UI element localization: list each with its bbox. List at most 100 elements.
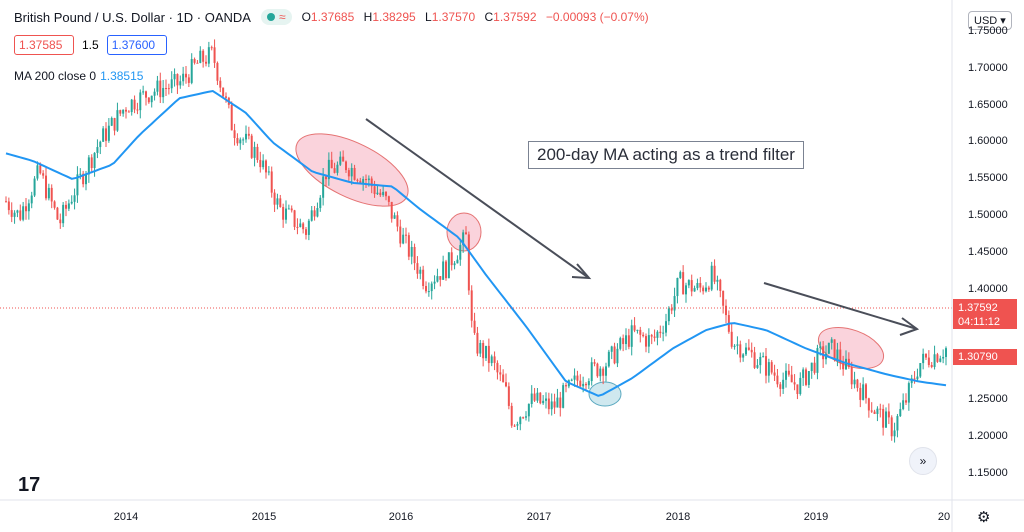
candle-down bbox=[196, 62, 199, 64]
candle-up bbox=[419, 269, 422, 274]
candle-down bbox=[407, 235, 410, 257]
candle-down bbox=[790, 374, 793, 383]
candle-down bbox=[585, 383, 587, 386]
candle-up bbox=[542, 400, 545, 404]
candle-down bbox=[353, 167, 356, 180]
candlesticks bbox=[5, 39, 947, 443]
time-tick-label: 2014 bbox=[113, 511, 139, 523]
time-tick-label: 2018 bbox=[665, 511, 691, 523]
candle-down bbox=[213, 47, 216, 63]
candle-down bbox=[90, 157, 93, 169]
ma-legend[interactable]: MA 200 close 0 1.38515 bbox=[14, 69, 143, 83]
candle-down bbox=[913, 378, 916, 380]
candle-down bbox=[750, 349, 753, 353]
candle-up bbox=[656, 331, 659, 338]
candle-down bbox=[305, 229, 307, 235]
candle-down bbox=[290, 208, 293, 211]
candle-down bbox=[370, 178, 373, 187]
candle-up bbox=[685, 285, 687, 295]
candle-down bbox=[513, 425, 516, 427]
candle-down bbox=[739, 344, 742, 358]
buy-button[interactable]: 1.37600 bbox=[106, 35, 167, 55]
candle-up bbox=[27, 203, 30, 212]
trade-panel: 1.37585 1.5 1.37600 bbox=[14, 35, 167, 55]
candle-up bbox=[336, 164, 339, 173]
candle-down bbox=[19, 210, 22, 220]
candle-down bbox=[413, 246, 416, 264]
price-tick-label: 1.55000 bbox=[968, 172, 1008, 185]
candle-up bbox=[545, 398, 547, 401]
candle-down bbox=[416, 263, 419, 274]
candle-up bbox=[785, 370, 787, 380]
candle-up bbox=[142, 91, 145, 93]
market-status[interactable]: ≈ bbox=[260, 9, 292, 25]
candle-up bbox=[30, 195, 33, 204]
candle-up bbox=[896, 416, 899, 431]
candle-down bbox=[133, 99, 136, 110]
candle-down bbox=[867, 398, 870, 411]
candle-up bbox=[942, 356, 945, 359]
candle-down bbox=[422, 269, 425, 287]
annotation-label[interactable]: 200-day MA acting as a trend filter bbox=[528, 141, 804, 169]
candle-down bbox=[230, 104, 233, 131]
candle-down bbox=[633, 325, 636, 331]
candle-up bbox=[485, 345, 487, 359]
candle-up bbox=[916, 376, 919, 380]
scroll-right-button[interactable]: » bbox=[909, 447, 937, 475]
candle-down bbox=[482, 342, 485, 359]
candle-down bbox=[159, 80, 162, 98]
candle-up bbox=[367, 178, 370, 181]
candle-down bbox=[467, 234, 470, 291]
candle-down bbox=[185, 73, 187, 78]
candle-up bbox=[799, 377, 802, 394]
candle-up bbox=[376, 192, 379, 195]
price-tick-label: 1.45000 bbox=[968, 245, 1008, 258]
candle-down bbox=[642, 334, 645, 337]
candle-up bbox=[76, 174, 79, 196]
candle-up bbox=[310, 210, 313, 221]
candle-up bbox=[339, 156, 342, 165]
candle-up bbox=[87, 157, 90, 175]
candle-up bbox=[13, 212, 16, 217]
candle-down bbox=[113, 118, 116, 131]
symbol-title[interactable]: British Pound / U.S. Dollar · 1D · OANDA bbox=[14, 9, 251, 25]
sell-button[interactable]: 1.37585 bbox=[14, 35, 74, 55]
candle-up bbox=[756, 365, 759, 368]
candle-down bbox=[793, 382, 796, 385]
candle-up bbox=[287, 208, 290, 210]
candle-up bbox=[299, 223, 302, 228]
candle-down bbox=[345, 161, 347, 171]
candle-up bbox=[462, 232, 465, 246]
ma-price-tag: 1.30790 bbox=[953, 349, 1017, 365]
candle-down bbox=[293, 210, 296, 227]
currency-dropdown[interactable]: USD ▾ bbox=[968, 11, 1012, 30]
candle-down bbox=[579, 380, 582, 387]
candle-down bbox=[50, 187, 53, 202]
candle-down bbox=[365, 179, 367, 181]
candle-down bbox=[282, 206, 285, 220]
candle-down bbox=[510, 405, 513, 426]
candle-down bbox=[565, 385, 567, 387]
candle-up bbox=[276, 198, 279, 205]
candle-down bbox=[539, 392, 542, 404]
candle-down bbox=[205, 61, 207, 64]
candle-down bbox=[613, 346, 616, 364]
candle-down bbox=[776, 375, 779, 385]
candle-up bbox=[245, 133, 247, 140]
candle-down bbox=[470, 290, 473, 321]
candle-down bbox=[53, 201, 56, 208]
candle-up bbox=[70, 201, 73, 204]
tradingview-logo[interactable]: 17 bbox=[18, 474, 41, 496]
candle-up bbox=[319, 197, 322, 209]
candle-up bbox=[759, 356, 762, 366]
candle-up bbox=[610, 346, 613, 352]
settings-icon[interactable]: ⚙ bbox=[977, 509, 991, 526]
candle-down bbox=[145, 91, 147, 98]
candle-up bbox=[705, 287, 707, 292]
candle-down bbox=[873, 411, 876, 414]
candle-up bbox=[582, 383, 585, 387]
candle-down bbox=[507, 386, 510, 406]
candle-down bbox=[356, 179, 359, 181]
candle-down bbox=[405, 234, 407, 236]
